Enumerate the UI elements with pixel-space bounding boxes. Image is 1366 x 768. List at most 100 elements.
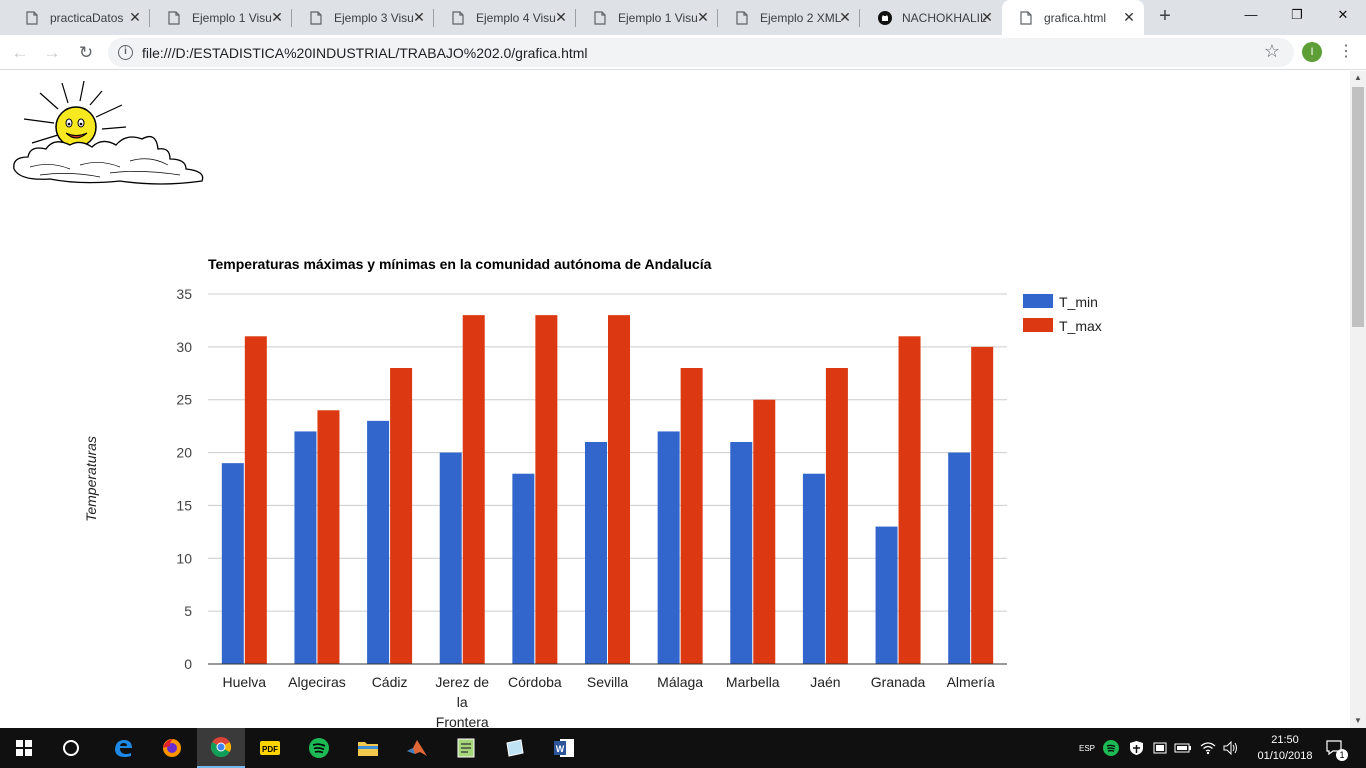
browser-tab[interactable]: NACHOKHALIL ✕ (860, 0, 1002, 35)
bar-t-max (971, 346, 994, 664)
clock-date: 01/10/2018 (1257, 750, 1313, 762)
info-icon[interactable]: i (118, 45, 133, 60)
notification-center-icon[interactable]: 1 (1320, 728, 1350, 768)
y-tick-label: 35 (176, 286, 192, 302)
reload-icon[interactable]: ↻ (78, 43, 94, 62)
tab-close-icon[interactable]: ✕ (697, 9, 709, 25)
scroll-thumb[interactable] (1352, 87, 1364, 327)
page-icon (594, 10, 608, 25)
profile-avatar[interactable]: I (1302, 42, 1322, 62)
windows-taskbar: ESP 21:50 01/10/2018 1 PDF W (0, 728, 1366, 768)
legend-swatch (1023, 318, 1053, 332)
y-tick-label: 15 (176, 497, 192, 513)
tab-title: grafica.html (1044, 10, 1107, 25)
y-tick-label: 30 (176, 339, 192, 355)
bookmark-star-icon[interactable]: ☆ (1263, 41, 1280, 61)
browser-tab[interactable]: Ejemplo 3 Visu ✕ (292, 0, 434, 35)
tab-title: Ejemplo 3 Visu (334, 10, 414, 25)
x-tick-label: Almería (947, 674, 995, 690)
spotify-tray-icon[interactable] (1100, 728, 1122, 768)
address-url[interactable]: file:///D:/ESTADISTICA%20INDUSTRIAL/TRAB… (142, 45, 588, 61)
browser-toolbar: ← → ↻ i file:///D:/ESTADISTICA%20INDUSTR… (0, 35, 1366, 70)
y-axis-title: Temperaturas (83, 436, 99, 522)
bar-t-min (875, 526, 898, 664)
tab-title: Ejemplo 4 Visu (476, 10, 556, 25)
browser-tab[interactable]: Ejemplo 1 Visu ✕ (150, 0, 292, 35)
address-bar[interactable]: i file:///D:/ESTADISTICA%20INDUSTRIAL/TR… (108, 38, 1294, 67)
tab-close-icon[interactable]: ✕ (413, 9, 425, 25)
bar-t-min (948, 452, 971, 664)
bar-t-max (898, 336, 921, 664)
windows-start-icon[interactable] (0, 728, 48, 768)
new-tab-button[interactable]: + (1159, 5, 1171, 27)
tab-close-icon[interactable]: ✕ (271, 9, 283, 25)
x-tick-label: Cádiz (372, 674, 408, 690)
bar-t-max (753, 399, 776, 664)
bar-t-max (244, 336, 267, 664)
y-tick-label: 10 (176, 550, 192, 566)
cortana-icon[interactable] (47, 728, 95, 768)
firefox-icon[interactable] (148, 728, 196, 768)
app-icon[interactable] (491, 728, 539, 768)
system-clock[interactable]: 21:50 01/10/2018 (1250, 732, 1320, 764)
minimize-button[interactable]: — (1244, 7, 1258, 22)
keyboard-layout-icon[interactable]: ESP (1078, 743, 1095, 753)
scroll-up-arrow-icon[interactable]: ▲ (1354, 73, 1362, 82)
wifi-icon[interactable] (1197, 728, 1219, 768)
x-tick-label: Algeciras (288, 674, 346, 690)
browser-tab[interactable]: Ejemplo 2 XML ✕ (718, 0, 860, 35)
browser-menu-icon[interactable]: ⋮ (1338, 43, 1354, 60)
y-tick-label: 0 (184, 656, 192, 672)
x-tick-label: Sevilla (587, 674, 628, 690)
tab-close-icon[interactable]: ✕ (981, 9, 993, 25)
tab-separator (291, 9, 292, 27)
x-tick-label: Jerez de la Frontera (435, 674, 489, 728)
tab-title: Ejemplo 1 Visu (192, 10, 272, 25)
tab-close-icon[interactable]: ✕ (839, 9, 851, 25)
legend-label: T_min (1059, 294, 1098, 310)
restore-button[interactable]: ❐ (1291, 7, 1303, 22)
bar-t-max (390, 368, 413, 664)
bar-t-max (608, 315, 630, 664)
tab-close-icon[interactable]: ✕ (555, 9, 567, 25)
scroll-down-arrow-icon[interactable]: ▼ (1354, 716, 1362, 725)
bar-t-min (294, 431, 317, 664)
tab-close-icon[interactable]: ✕ (1123, 9, 1135, 25)
forward-arrow-icon[interactable]: → (43, 43, 61, 62)
back-arrow-icon[interactable]: ← (11, 43, 29, 62)
bar-t-min (367, 420, 390, 664)
browser-tab[interactable]: Ejemplo 4 Visu ✕ (434, 0, 576, 35)
x-tick-label: Marbella (726, 674, 780, 690)
y-tick-label: 20 (176, 445, 192, 461)
matlab-icon[interactable] (393, 728, 441, 768)
page-icon (168, 10, 182, 25)
tab-title: NACHOKHALIL (902, 10, 987, 25)
bar-t-min (657, 431, 680, 664)
file-explorer-icon[interactable] (344, 728, 392, 768)
edge-icon[interactable] (99, 728, 147, 768)
notepad-icon[interactable] (442, 728, 490, 768)
close-window-button[interactable]: ✕ (1337, 7, 1349, 22)
chrome-icon[interactable] (197, 728, 245, 768)
battery-icon[interactable] (1172, 728, 1194, 768)
bar-t-min (730, 442, 753, 664)
device-tray-icon[interactable] (1150, 728, 1170, 768)
browser-tab[interactable]: grafica.html ✕ (1002, 0, 1144, 35)
spotify-icon[interactable] (295, 728, 343, 768)
volume-icon[interactable] (1220, 728, 1242, 768)
browser-tab[interactable]: Ejemplo 1 Visu ✕ (576, 0, 718, 35)
pdf-icon[interactable]: PDF (246, 728, 294, 768)
defender-shield-icon[interactable] (1125, 728, 1147, 768)
vertical-scrollbar[interactable]: ▲ ▼ (1350, 71, 1366, 728)
tab-close-icon[interactable]: ✕ (129, 9, 141, 25)
tab-title: Ejemplo 1 Visu (618, 10, 698, 25)
legend-swatch (1023, 294, 1053, 308)
notification-count: 1 (1336, 749, 1348, 761)
bar-t-min (439, 452, 462, 664)
word-icon[interactable]: W (540, 728, 588, 768)
page-icon (1020, 10, 1034, 25)
clock-time: 21:50 (1271, 734, 1299, 746)
tab-separator (433, 9, 434, 27)
bar-t-min (221, 463, 244, 664)
browser-tab[interactable]: practicaDatos ✕ (8, 0, 150, 35)
